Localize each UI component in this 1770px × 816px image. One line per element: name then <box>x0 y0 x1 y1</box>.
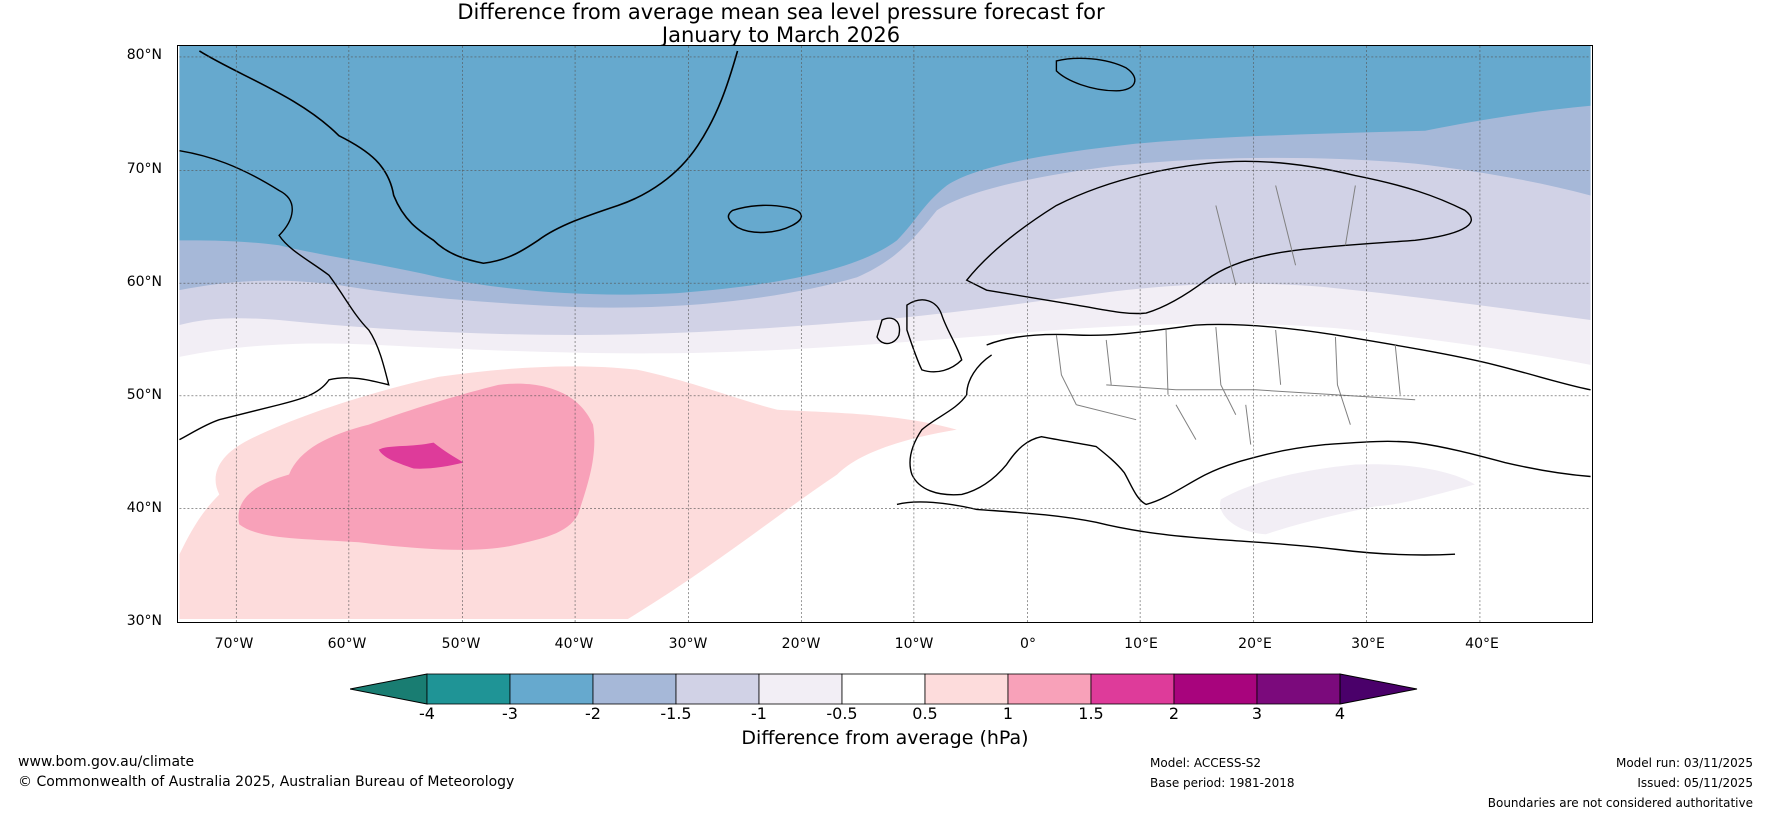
band-magenta <box>378 442 464 469</box>
colorbar-segment <box>1007 673 1092 705</box>
colorbar-segment <box>841 673 926 705</box>
colorbar-segment <box>509 673 594 705</box>
scandinavia-coast <box>965 160 1472 315</box>
europe-coast <box>909 323 1591 506</box>
colorbar-label: Difference from average (hPa) <box>741 727 1029 749</box>
north-africa-coast <box>896 501 1456 556</box>
colorbar-tick: 2 <box>1168 704 1180 723</box>
colorbar <box>350 673 1418 705</box>
lon-label-10e: 10°E <box>1124 636 1158 652</box>
british-isles-coast <box>876 299 963 373</box>
lat-label-80n: 80°N <box>126 47 162 63</box>
footer-model-run: Model run: 03/11/2025 <box>1615 756 1753 770</box>
colorbar-segment <box>1090 673 1175 705</box>
lon-label-10w: 10°W <box>894 636 934 652</box>
footer-copyright: © Commonwealth of Australia 2025, Austra… <box>18 774 515 790</box>
footer-disclaimer: Boundaries are not considered authoritat… <box>1487 796 1753 810</box>
colorbar-tick: 1.5 <box>1078 704 1104 723</box>
lat-label-40n: 40°N <box>126 500 162 516</box>
colorbar-segment <box>758 673 843 705</box>
colorbar-segment <box>675 673 760 705</box>
map-title-line1: Difference from average mean sea level p… <box>457 0 1105 24</box>
lat-label-60n: 60°N <box>126 274 162 290</box>
lon-label-0: 0° <box>1020 636 1036 652</box>
colorbar-extend-high <box>1339 673 1418 705</box>
colorbar-tick: -1.5 <box>660 704 692 723</box>
footer-base-period: Base period: 1981-2018 <box>1150 776 1295 790</box>
colorbar-tick: -0.5 <box>826 704 858 723</box>
colorbar-segment <box>1256 673 1341 705</box>
pressure-anomaly-map <box>177 45 1593 623</box>
lat-label-30n: 30°N <box>126 613 162 629</box>
lat-label-70n: 70°N <box>126 161 162 177</box>
lon-label-20w: 20°W <box>781 636 821 652</box>
lon-label-70w: 70°W <box>214 636 254 652</box>
lon-label-60w: 60°W <box>327 636 367 652</box>
colorbar-tick: 4 <box>1334 704 1346 723</box>
colorbar-segment <box>924 673 1009 705</box>
greenland-coast <box>198 50 739 265</box>
iceland-coast <box>727 204 803 234</box>
colorbar-extend-low <box>350 673 428 705</box>
colorbar-tick: -4 <box>419 704 435 723</box>
band-pale-lavender-med <box>1220 464 1475 535</box>
colorbar-tick: 3 <box>1251 704 1263 723</box>
colorbar-tick: 0.5 <box>912 704 938 723</box>
footer-model: Model: ACCESS-S2 <box>1150 756 1262 770</box>
colorbar-segment <box>1173 673 1258 705</box>
lon-label-50w: 50°W <box>441 636 481 652</box>
lon-label-40w: 40°W <box>554 636 594 652</box>
colorbar-tick: -3 <box>502 704 518 723</box>
colorbar-tick: 1 <box>1002 704 1014 723</box>
footer-issued: Issued: 05/11/2025 <box>1637 776 1753 790</box>
footer-url[interactable]: www.bom.gov.au/climate <box>18 754 195 770</box>
colorbar-tick: -2 <box>585 704 601 723</box>
lon-label-20e: 20°E <box>1238 636 1272 652</box>
lat-label-50n: 50°N <box>126 387 162 403</box>
colorbar-segment <box>592 673 677 705</box>
lon-label-30e: 30°E <box>1351 636 1385 652</box>
lon-label-30w: 30°W <box>668 636 708 652</box>
svalbard-coast <box>1055 57 1136 92</box>
map-title-line2: January to March 2026 <box>661 23 901 47</box>
colorbar-segment <box>426 673 511 705</box>
north-america-coast <box>179 149 390 441</box>
country-borders <box>1055 185 1416 445</box>
lon-label-40e: 40°E <box>1465 636 1499 652</box>
colorbar-tick: -1 <box>751 704 767 723</box>
